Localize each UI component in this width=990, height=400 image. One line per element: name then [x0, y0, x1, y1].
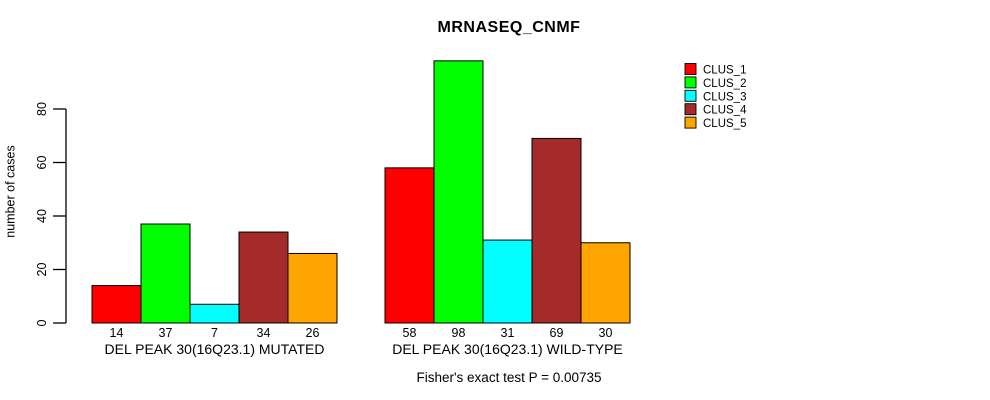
x-axis-category-label: DEL PEAK 30(16Q23.1) WILD-TYPE: [392, 341, 623, 357]
bar: [238, 231, 289, 324]
y-axis-tick-label: 0: [35, 319, 49, 326]
legend-swatch-clus_1: [684, 63, 697, 75]
legend-label: CLUS_5: [703, 118, 746, 130]
bar: [384, 167, 435, 324]
y-axis-tick-label: 20: [35, 263, 49, 277]
legend-label: CLUS_3: [703, 91, 746, 103]
bar: [580, 242, 631, 324]
bar: [287, 252, 338, 324]
bar: [140, 223, 191, 324]
bar: [482, 239, 533, 324]
fisher-test-annotation: Fisher's exact test P = 0.00735: [416, 370, 602, 385]
bar-value-label: 69: [550, 326, 564, 340]
bar: [189, 303, 240, 324]
legend-swatch-clus_5: [684, 116, 697, 129]
y-axis-tick-label: 40: [35, 209, 49, 223]
bar: [433, 60, 484, 324]
bar: [91, 285, 142, 324]
legend-label: CLUS_4: [703, 105, 747, 117]
legend-label: CLUS_1: [703, 65, 746, 77]
bar-value-label: 37: [159, 326, 173, 340]
bar-value-label: 31: [501, 326, 515, 340]
bar-value-label: 98: [452, 326, 466, 340]
legend-swatch-clus_2: [684, 76, 697, 89]
legend-swatch-clus_3: [684, 89, 697, 102]
legend-label: CLUS_2: [703, 78, 746, 90]
chart-title: MRNASEQ_CNMF: [437, 19, 581, 36]
bar: [531, 137, 582, 324]
bar-value-label: 7: [211, 326, 218, 340]
bar-value-label: 30: [599, 326, 613, 340]
bar-value-label: 26: [306, 326, 320, 340]
bar-value-label: 34: [257, 326, 271, 340]
y-axis-tick-label: 60: [35, 156, 49, 170]
bar-value-label: 14: [110, 326, 124, 340]
x-axis-category-label: DEL PEAK 30(16Q23.1) MUTATED: [105, 341, 325, 357]
y-axis-tick-label: 80: [35, 102, 49, 116]
legend-swatch-clus_4: [684, 103, 697, 116]
bar-value-label: 58: [403, 326, 417, 340]
